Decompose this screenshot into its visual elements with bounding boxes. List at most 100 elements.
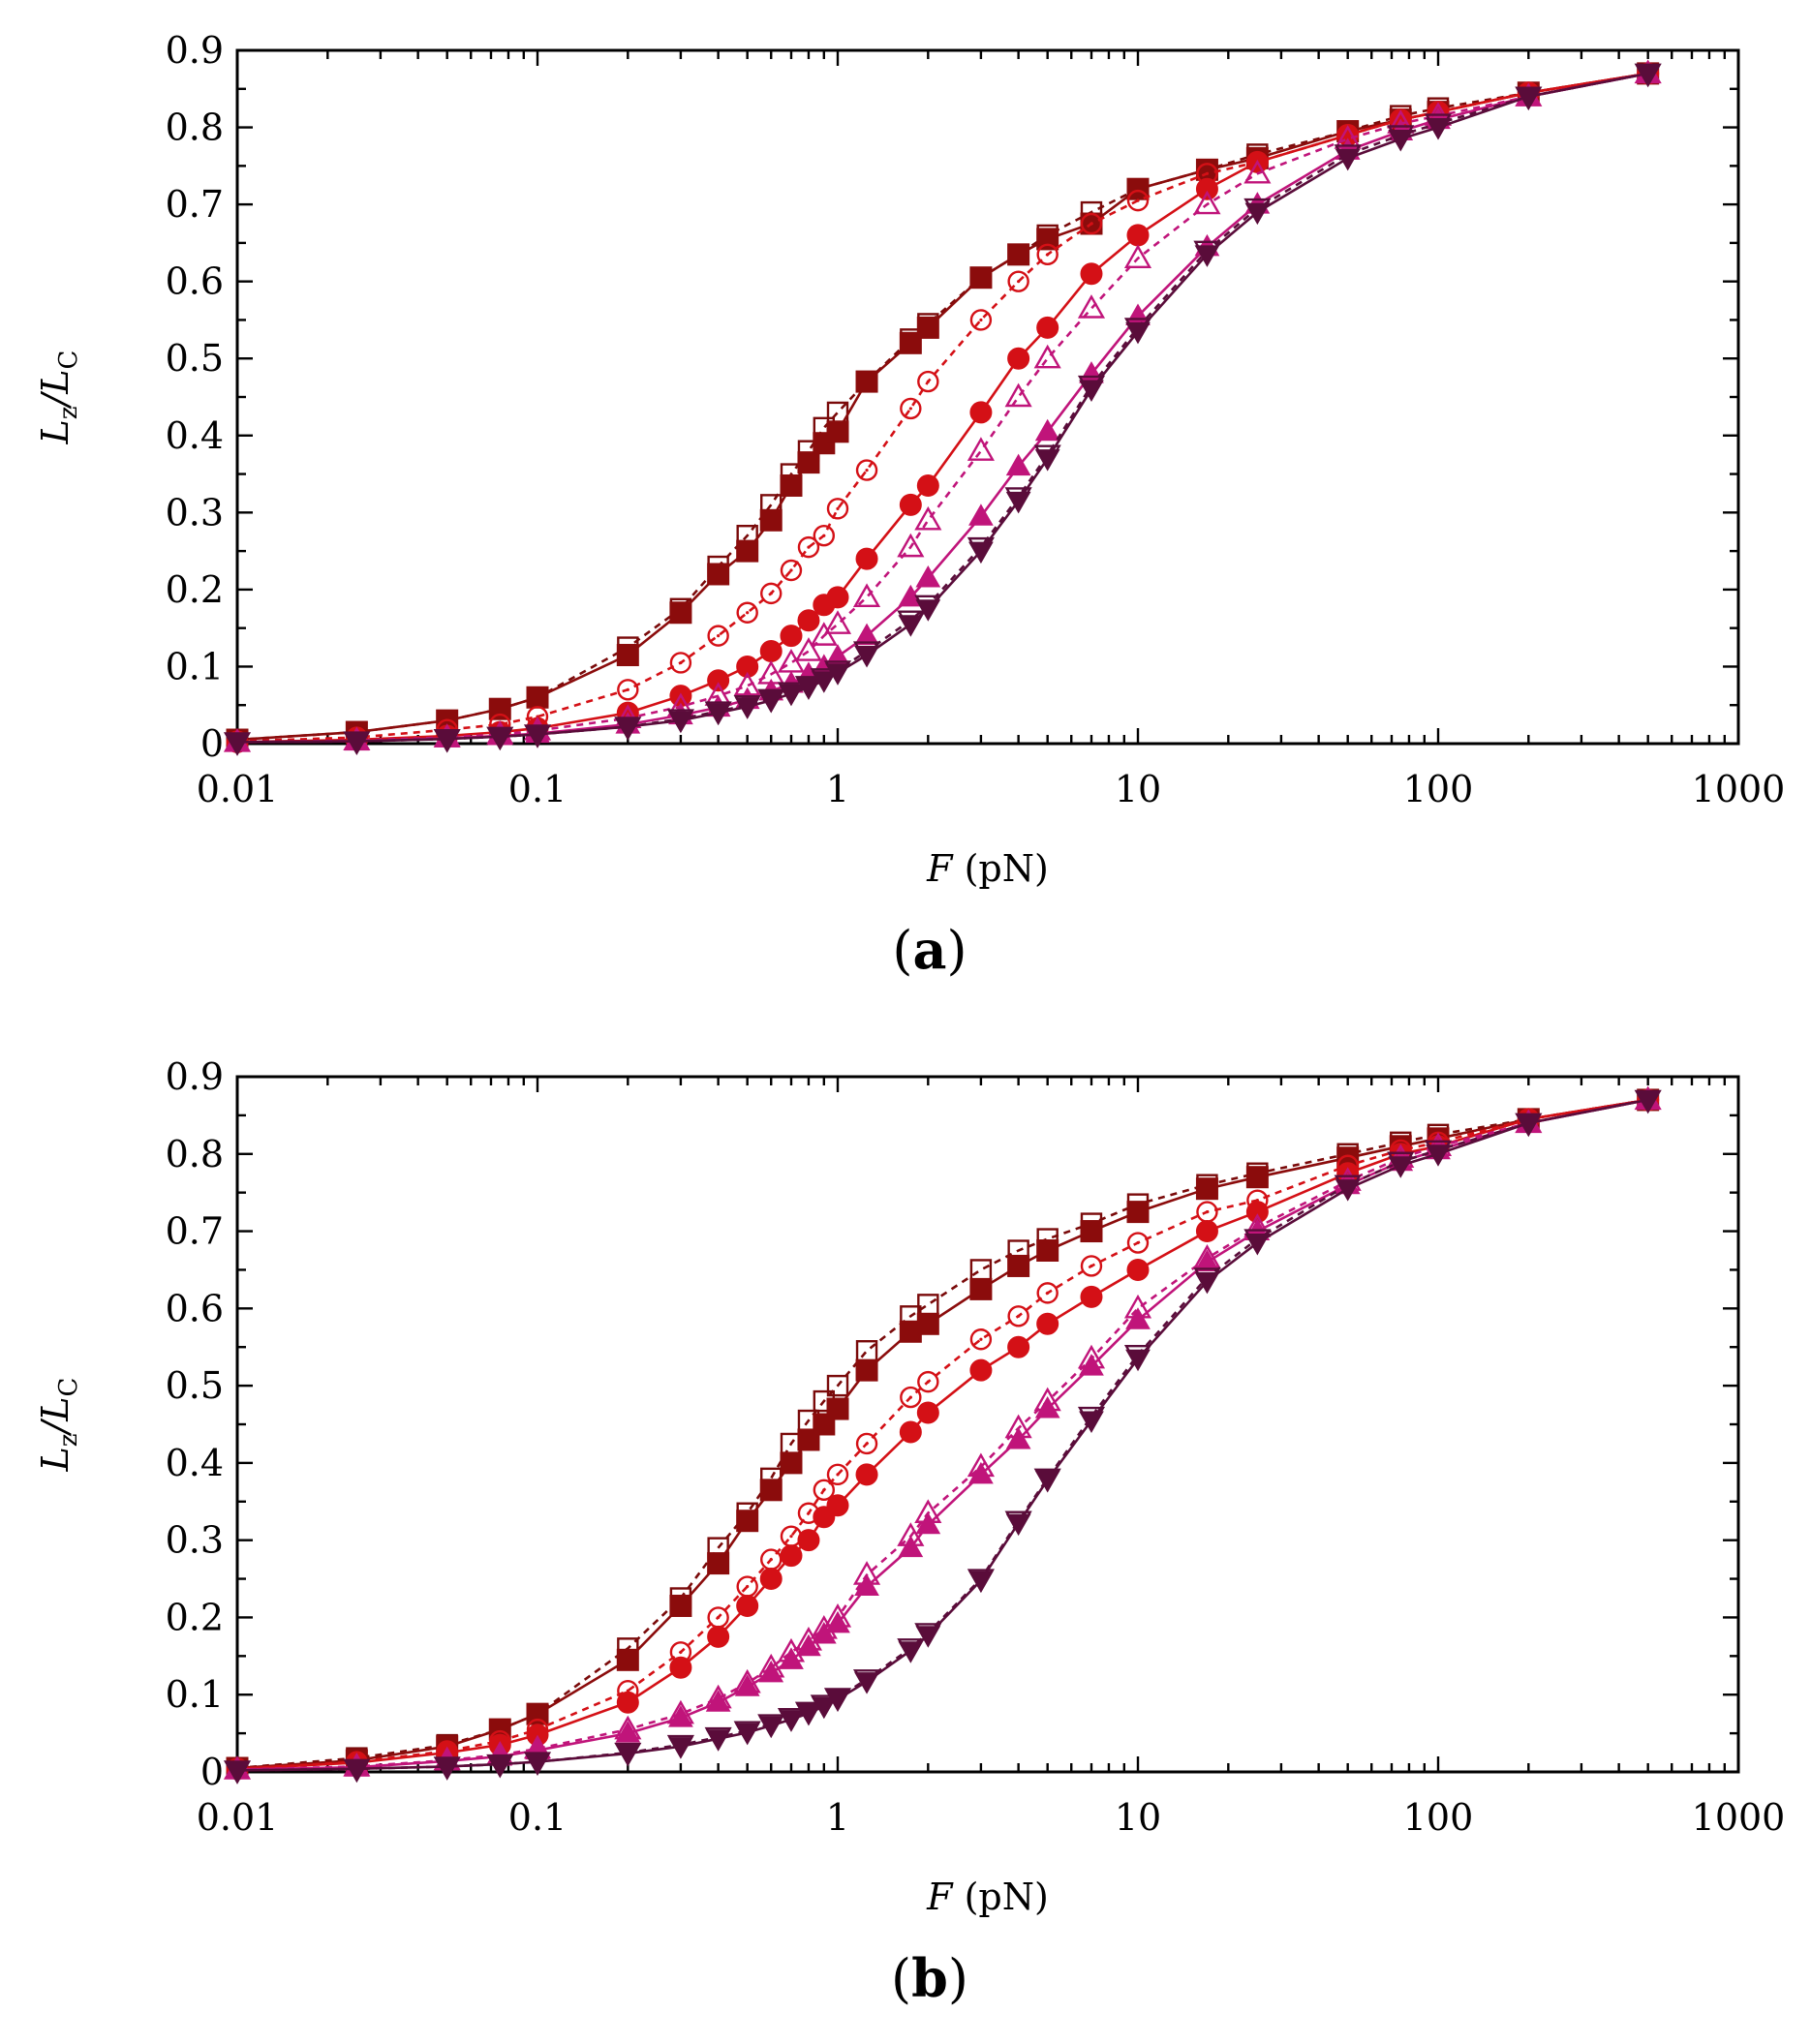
data-point [855,1432,878,1455]
panel-paren: ) [947,920,967,981]
data-point [780,1544,803,1568]
data-point-center [865,468,869,473]
y-tick-label: 0 [200,1751,224,1793]
x-tick-label: 0.1 [508,768,567,810]
data-point [854,1573,879,1597]
y-tick-label: 0.7 [166,1210,224,1253]
y-tick-label: 0.1 [166,645,224,687]
data-point [487,727,513,749]
data-point [736,539,759,563]
data-point [967,437,995,461]
series-open-up-triangles [223,59,1662,752]
data-point [854,1672,879,1694]
data-point [705,703,731,726]
data-point [916,1401,939,1424]
y-tick-label: 0 [200,722,224,765]
data-point [969,1259,993,1281]
x-tick-label: 10 [1115,1796,1161,1839]
data-point [1125,1307,1151,1329]
data-point [825,1610,850,1633]
series-filled-down-triangles [225,1090,1661,1784]
data-point [616,1691,639,1714]
data-point [1126,1232,1150,1254]
data-point [968,503,994,526]
data-point [759,640,783,663]
data-point [615,1721,641,1743]
data-point-center [1090,1264,1093,1268]
data-point [707,625,729,647]
y-tick-label: 0.9 [166,1055,224,1098]
data-point [1426,1144,1451,1167]
series-line [236,72,1648,743]
data-point [1335,148,1361,171]
data-point [734,1674,760,1696]
data-point [914,505,942,531]
data-point [344,1759,370,1782]
series-line [236,1098,1648,1771]
x-axis-label: F (pN) [926,847,1049,890]
data-point [969,401,993,424]
data-point [616,644,639,667]
data-point [810,622,838,646]
series-line [236,1098,1648,1771]
y-tick-label: 0.3 [166,491,224,534]
data-point [1194,245,1220,267]
data-point [855,370,878,393]
data-point [1195,158,1218,181]
data-point [1123,244,1152,268]
y-tick-label: 0.3 [166,1519,224,1562]
data-point [826,1397,849,1420]
data-point-center [626,687,629,691]
data-point-center [807,545,811,549]
data-point [898,1641,924,1663]
data-point [797,1529,820,1552]
x-tick-label: 0.01 [197,768,279,810]
data-point-center [717,1615,721,1620]
data-point [344,732,370,754]
series-line [236,1098,1648,1772]
data-point-center [979,1337,983,1341]
data-point [915,599,941,622]
data-point-center [1046,1291,1050,1295]
data-point [1126,189,1150,212]
data-point [1007,1335,1030,1358]
data-point-center [789,568,793,572]
series-filled-circles [226,62,1660,753]
data-point [1516,87,1542,109]
data-point [1007,1305,1029,1327]
data-point [852,583,881,608]
data-point [1036,228,1059,251]
data-point-center [1090,222,1093,226]
x-tick-label: 0.1 [508,1796,567,1839]
series-line [236,72,1648,744]
data-point [780,625,803,648]
data-point-center [1205,171,1210,175]
y-tick-label: 0.2 [166,1596,224,1638]
series-line [236,72,1648,744]
series-open-squares [226,1088,1659,1780]
series-open-up-triangles [223,1085,1662,1780]
panel-letter: a [913,919,947,981]
x-tick-label: 100 [1403,768,1474,810]
data-point [758,1660,784,1683]
data-point [823,610,852,634]
data-point [899,1420,922,1444]
data-point [668,1737,693,1759]
data-point [487,1754,513,1778]
data-point [900,397,922,420]
data-point-center [769,592,773,595]
data-point [225,1760,250,1784]
y-tick-label: 0.9 [166,29,224,72]
data-point-center [679,1650,683,1654]
data-point [1007,243,1030,266]
y-tick-label: 0.5 [166,1364,224,1407]
data-point [899,493,922,516]
data-point [915,1511,941,1535]
data-point [969,1277,993,1300]
data-point [779,1710,804,1732]
plot-frame [235,48,1740,746]
data-point [1034,449,1060,472]
x-tick-label: 0.01 [197,1796,279,1839]
y-axis-symbol: L [34,419,77,444]
data-point [1426,118,1451,140]
